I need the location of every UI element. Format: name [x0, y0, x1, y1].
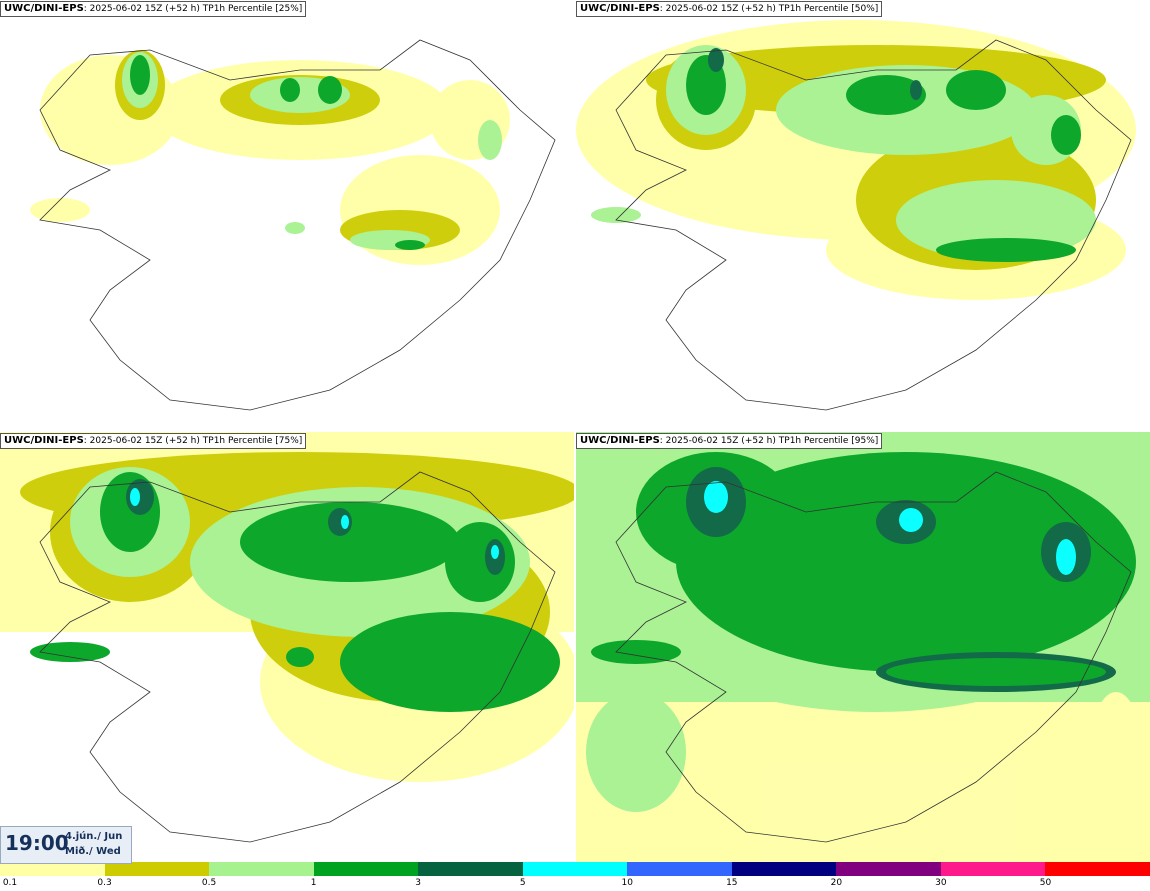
legend-swatch — [209, 862, 314, 876]
legend-tick-label: 1 — [311, 878, 317, 888]
legend-swatch — [941, 862, 1046, 876]
precip-map-p25 — [0, 0, 575, 430]
legend-tick-label: 15 — [726, 878, 737, 888]
legend-swatch — [0, 862, 105, 876]
legend-tick-label: 3 — [415, 878, 421, 888]
legend-tick-label: 30 — [935, 878, 946, 888]
panel-title-p75: UWC/DINI-EPS: 2025-06-02 15Z (+52 h) TP1… — [0, 433, 306, 449]
legend-tick-label: 0.1 — [3, 878, 17, 888]
legend-tick-label: 0.3 — [97, 878, 111, 888]
precip-map-p95 — [576, 432, 1150, 862]
panel-title-p95: UWC/DINI-EPS: 2025-06-02 15Z (+52 h) TP1… — [576, 433, 882, 449]
legend-tick-label: 50 — [1040, 878, 1051, 888]
legend-swatch — [1045, 862, 1150, 876]
legend-swatch — [836, 862, 941, 876]
valid-date-line2: Mið./ Wed — [65, 846, 121, 857]
legend-tick-label: 0.5 — [202, 878, 216, 888]
legend-tick-label: 20 — [831, 878, 842, 888]
legend-swatch — [627, 862, 732, 876]
panel-title-p50: UWC/DINI-EPS: 2025-06-02 15Z (+52 h) TP1… — [576, 1, 882, 17]
legend-swatch — [732, 862, 837, 876]
valid-time-box: 19:00 4.jún./ Jun Mið./ Wed — [0, 826, 132, 864]
precip-map-p75 — [0, 432, 575, 862]
legend-swatch — [105, 862, 210, 876]
legend-tick-label: 5 — [520, 878, 526, 888]
legend-swatch — [418, 862, 523, 876]
panel-title-p25: UWC/DINI-EPS: 2025-06-02 15Z (+52 h) TP1… — [0, 1, 306, 17]
panel-divider-horizontal — [0, 430, 1150, 432]
legend-swatch — [523, 862, 628, 876]
map-panel-p50: UWC/DINI-EPS: 2025-06-02 15Z (+52 h) TP1… — [576, 0, 1150, 430]
legend-tick-label: 10 — [622, 878, 633, 888]
map-panel-p95: UWC/DINI-EPS: 2025-06-02 15Z (+52 h) TP1… — [576, 432, 1150, 862]
map-panel-p25: UWC/DINI-EPS: 2025-06-02 15Z (+52 h) TP1… — [0, 0, 575, 430]
color-legend: 0.1 0.3 0.5 1 3 5 10 15 20 30 50 — [0, 862, 1150, 891]
valid-date-line1: 4.jún./ Jun — [65, 831, 122, 842]
precip-map-p50 — [576, 0, 1150, 430]
valid-time: 19:00 — [5, 831, 69, 855]
legend-color-bar — [0, 862, 1150, 876]
map-panel-p75: UWC/DINI-EPS: 2025-06-02 15Z (+52 h) TP1… — [0, 432, 575, 862]
legend-swatch — [314, 862, 419, 876]
